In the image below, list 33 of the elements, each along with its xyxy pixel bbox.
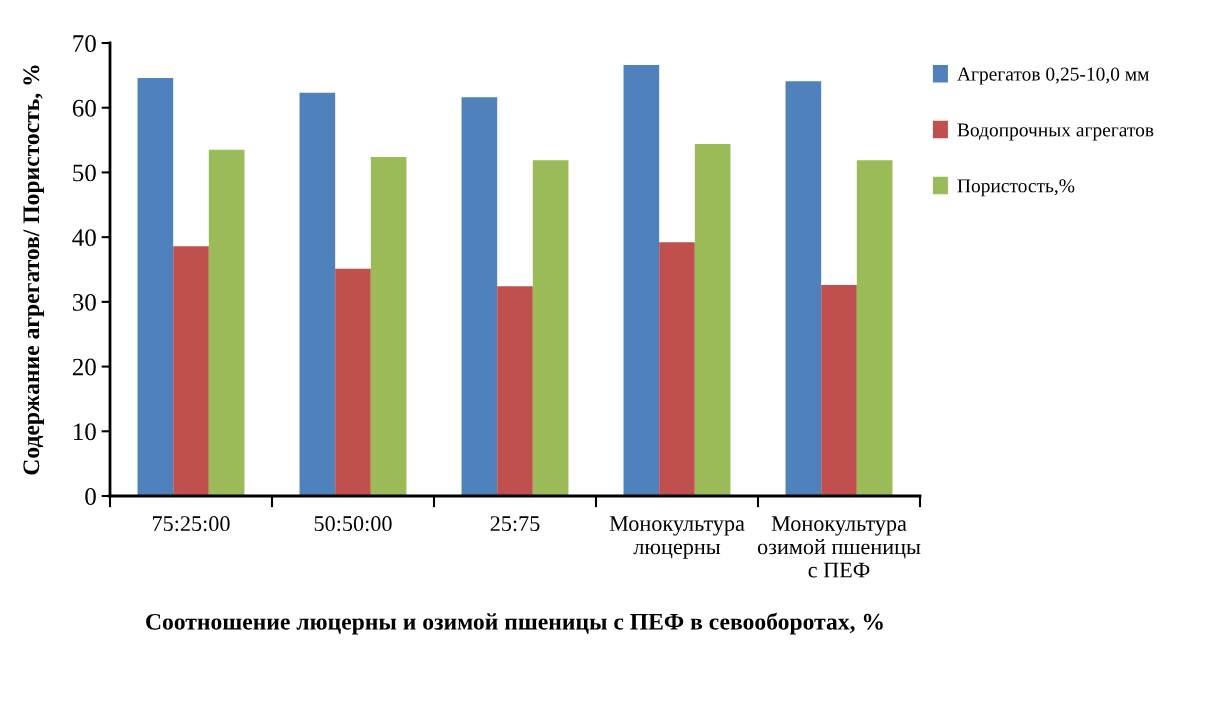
x-tick-label: 50:50:00 — [314, 516, 392, 532]
bar — [659, 242, 695, 496]
y-tick-label: 10 — [74, 423, 96, 441]
bar — [785, 81, 822, 496]
bar — [299, 92, 336, 496]
y-tick-label: 50 — [73, 164, 96, 182]
bar — [821, 285, 857, 496]
y-tick-label: 60 — [72, 99, 96, 117]
legend-label: Агрегатов 0,25-10,0 мм — [957, 67, 1149, 85]
legend-label: Пористость,% — [957, 179, 1075, 197]
bar — [856, 160, 893, 496]
y-tick-label: 20 — [72, 358, 96, 376]
x-axis-title: Соотношение люцерны и озимой пшеницы с ПЕФ в севооборотах, % — [146, 612, 883, 635]
x-tick-label: 25:75 — [490, 516, 540, 532]
y-axis-title: Содержание агрегатов/ Пористость, % — [23, 65, 45, 475]
bar — [694, 143, 731, 496]
y-tick-label: 70 — [73, 35, 96, 52]
legend-label: Водопрочных агрегатов — [957, 123, 1154, 141]
bar — [208, 149, 245, 496]
y-tick-label: 0 — [85, 488, 96, 505]
bar — [335, 268, 371, 496]
x-tick-label: Монокультура озимой пшеницы с ПЕФ — [757, 516, 921, 578]
bar — [532, 160, 569, 496]
y-tick-label: 30 — [73, 293, 96, 311]
y-tick-label: 40 — [72, 229, 96, 247]
bar — [461, 97, 498, 496]
bar — [173, 246, 209, 496]
x-tick-label: 75:25:00 — [152, 516, 230, 532]
x-tick-label: Монокультура люцерны — [609, 516, 745, 559]
bar — [623, 65, 660, 496]
bar — [370, 156, 407, 496]
bar — [137, 77, 174, 496]
bar — [497, 286, 533, 496]
